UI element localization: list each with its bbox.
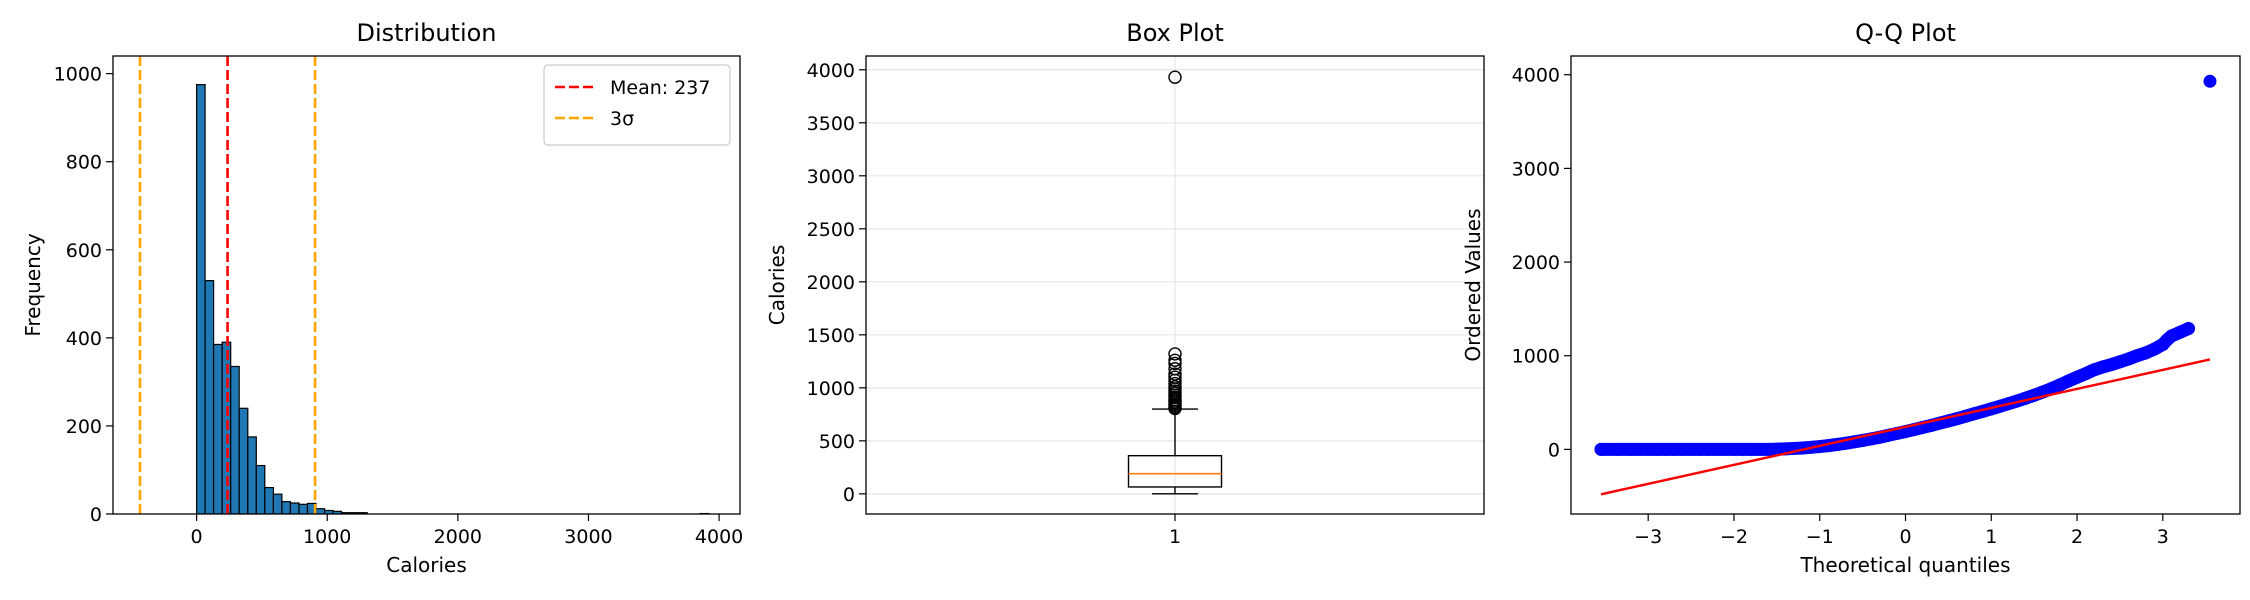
histogram-bar bbox=[289, 502, 300, 514]
panel-1-ytick-label: 2000 bbox=[807, 272, 855, 294]
panel-2-ylabel: Ordered Values bbox=[1461, 208, 1485, 361]
histogram-bar bbox=[315, 508, 326, 514]
histogram-bar bbox=[230, 365, 240, 514]
panel-1-ytick-label: 3500 bbox=[807, 113, 855, 135]
histogram-bar bbox=[204, 279, 215, 514]
qq-point bbox=[1594, 442, 1608, 456]
histogram-bar bbox=[272, 493, 283, 514]
legend-frame bbox=[543, 64, 731, 146]
panel-2-xtick-label: 2 bbox=[2071, 526, 2083, 548]
panel-2-xtick-label: 0 bbox=[1899, 526, 1911, 548]
panel-0-ytick-label: 800 bbox=[66, 152, 102, 174]
qq-point bbox=[2182, 322, 2196, 336]
panel-1-ytick-label: 0 bbox=[843, 484, 855, 506]
qq-fit-line bbox=[1600, 358, 2211, 496]
histogram-bar bbox=[238, 407, 249, 514]
histogram-bar bbox=[212, 343, 223, 514]
panel-2-xlabel: Theoretical quantiles bbox=[1799, 553, 2010, 577]
panel-1-ytick-label: 500 bbox=[819, 431, 855, 453]
panel-0-frame bbox=[112, 55, 741, 515]
iqr-box bbox=[1127, 454, 1223, 488]
histogram-legend: Mean: 237 3σ bbox=[543, 64, 731, 146]
histogram-bar bbox=[264, 486, 275, 514]
outlier-point bbox=[1168, 367, 1182, 381]
legend-label: Mean: 237 bbox=[610, 77, 710, 99]
panel-0-xtick-label: 3000 bbox=[564, 526, 612, 548]
histogram-bar bbox=[255, 464, 266, 514]
histogram-bar bbox=[298, 503, 309, 514]
panel-0-ytick-label: 0 bbox=[90, 504, 102, 526]
panel-0-xlabel: Calories bbox=[386, 553, 467, 577]
panel-2-ytick-label: 0 bbox=[1548, 439, 1560, 461]
panel-1-xtick-label: 1 bbox=[1169, 526, 1181, 548]
panel-0-xtick-label: 4000 bbox=[695, 526, 743, 548]
qq-point bbox=[2203, 74, 2217, 88]
panel-1-ytick-label: 2500 bbox=[807, 219, 855, 241]
panel-2-xtick-label: −1 bbox=[1806, 526, 1834, 548]
panel-0-ytick-label: 200 bbox=[66, 416, 102, 438]
panel-0-xtick-label: 2000 bbox=[434, 526, 482, 548]
panel-1-ytick-label: 3000 bbox=[807, 166, 855, 188]
outlier-point bbox=[1168, 347, 1182, 361]
panel-0-ylabel: Frequency bbox=[21, 233, 45, 336]
outlier-point bbox=[1168, 353, 1182, 367]
histogram-bar bbox=[247, 436, 257, 514]
panel-1-ytick-label: 1000 bbox=[807, 378, 855, 400]
outlier-point bbox=[1168, 401, 1182, 416]
legend-label: 3σ bbox=[610, 108, 634, 130]
panel-2-ytick-label: 4000 bbox=[1512, 65, 1560, 87]
panel-0-title: Distribution bbox=[356, 19, 496, 47]
panel-0-ytick-label: 400 bbox=[66, 328, 102, 350]
panel-2-title: Q-Q Plot bbox=[1855, 19, 1956, 47]
outlier-point bbox=[1168, 373, 1182, 388]
outlier-point bbox=[1168, 70, 1182, 84]
panel-2-ytick-label: 3000 bbox=[1512, 158, 1560, 180]
panel-2-xtick-label: −2 bbox=[1720, 526, 1748, 548]
boxplot-panel: Box Plot 0 500 1000 1500 2000 2500 3000 3500 4000… bbox=[765, 19, 1485, 548]
outlier-point bbox=[1168, 356, 1182, 371]
panel-2-xtick-label: −3 bbox=[1634, 526, 1662, 548]
panel-0-ytick-label: 1000 bbox=[54, 64, 102, 86]
qqplot-panel: Q-Q Plot 0 1000 2000 3000 4000 Ordered Values −… bbox=[1461, 19, 2241, 577]
panel-1-title: Box Plot bbox=[1126, 19, 1223, 47]
histogram-bar bbox=[196, 84, 206, 514]
panel-1-ylabel: Calories bbox=[765, 245, 789, 326]
panel-0-xtick-label: 0 bbox=[191, 526, 203, 548]
panel-1-ytick-label: 4000 bbox=[807, 60, 855, 82]
panel-2-xtick-label: 1 bbox=[1985, 526, 1997, 548]
panel-1-ytick-label: 1500 bbox=[807, 325, 855, 347]
histogram-bar bbox=[281, 501, 291, 514]
panel-2-ytick-label: 2000 bbox=[1512, 252, 1560, 274]
qq-point bbox=[1611, 442, 1625, 456]
panel-2-ytick-label: 1000 bbox=[1512, 346, 1560, 368]
panel-2-xtick-label: 3 bbox=[2157, 526, 2169, 548]
panel-0-ytick-label: 600 bbox=[66, 240, 102, 262]
histogram-panel: Distribution 0 200 400 600 800 1000 Frequency 0 1… bbox=[21, 19, 743, 577]
histogram-plot-area bbox=[138, 56, 710, 514]
panel-0-xtick-label: 1000 bbox=[303, 526, 351, 548]
